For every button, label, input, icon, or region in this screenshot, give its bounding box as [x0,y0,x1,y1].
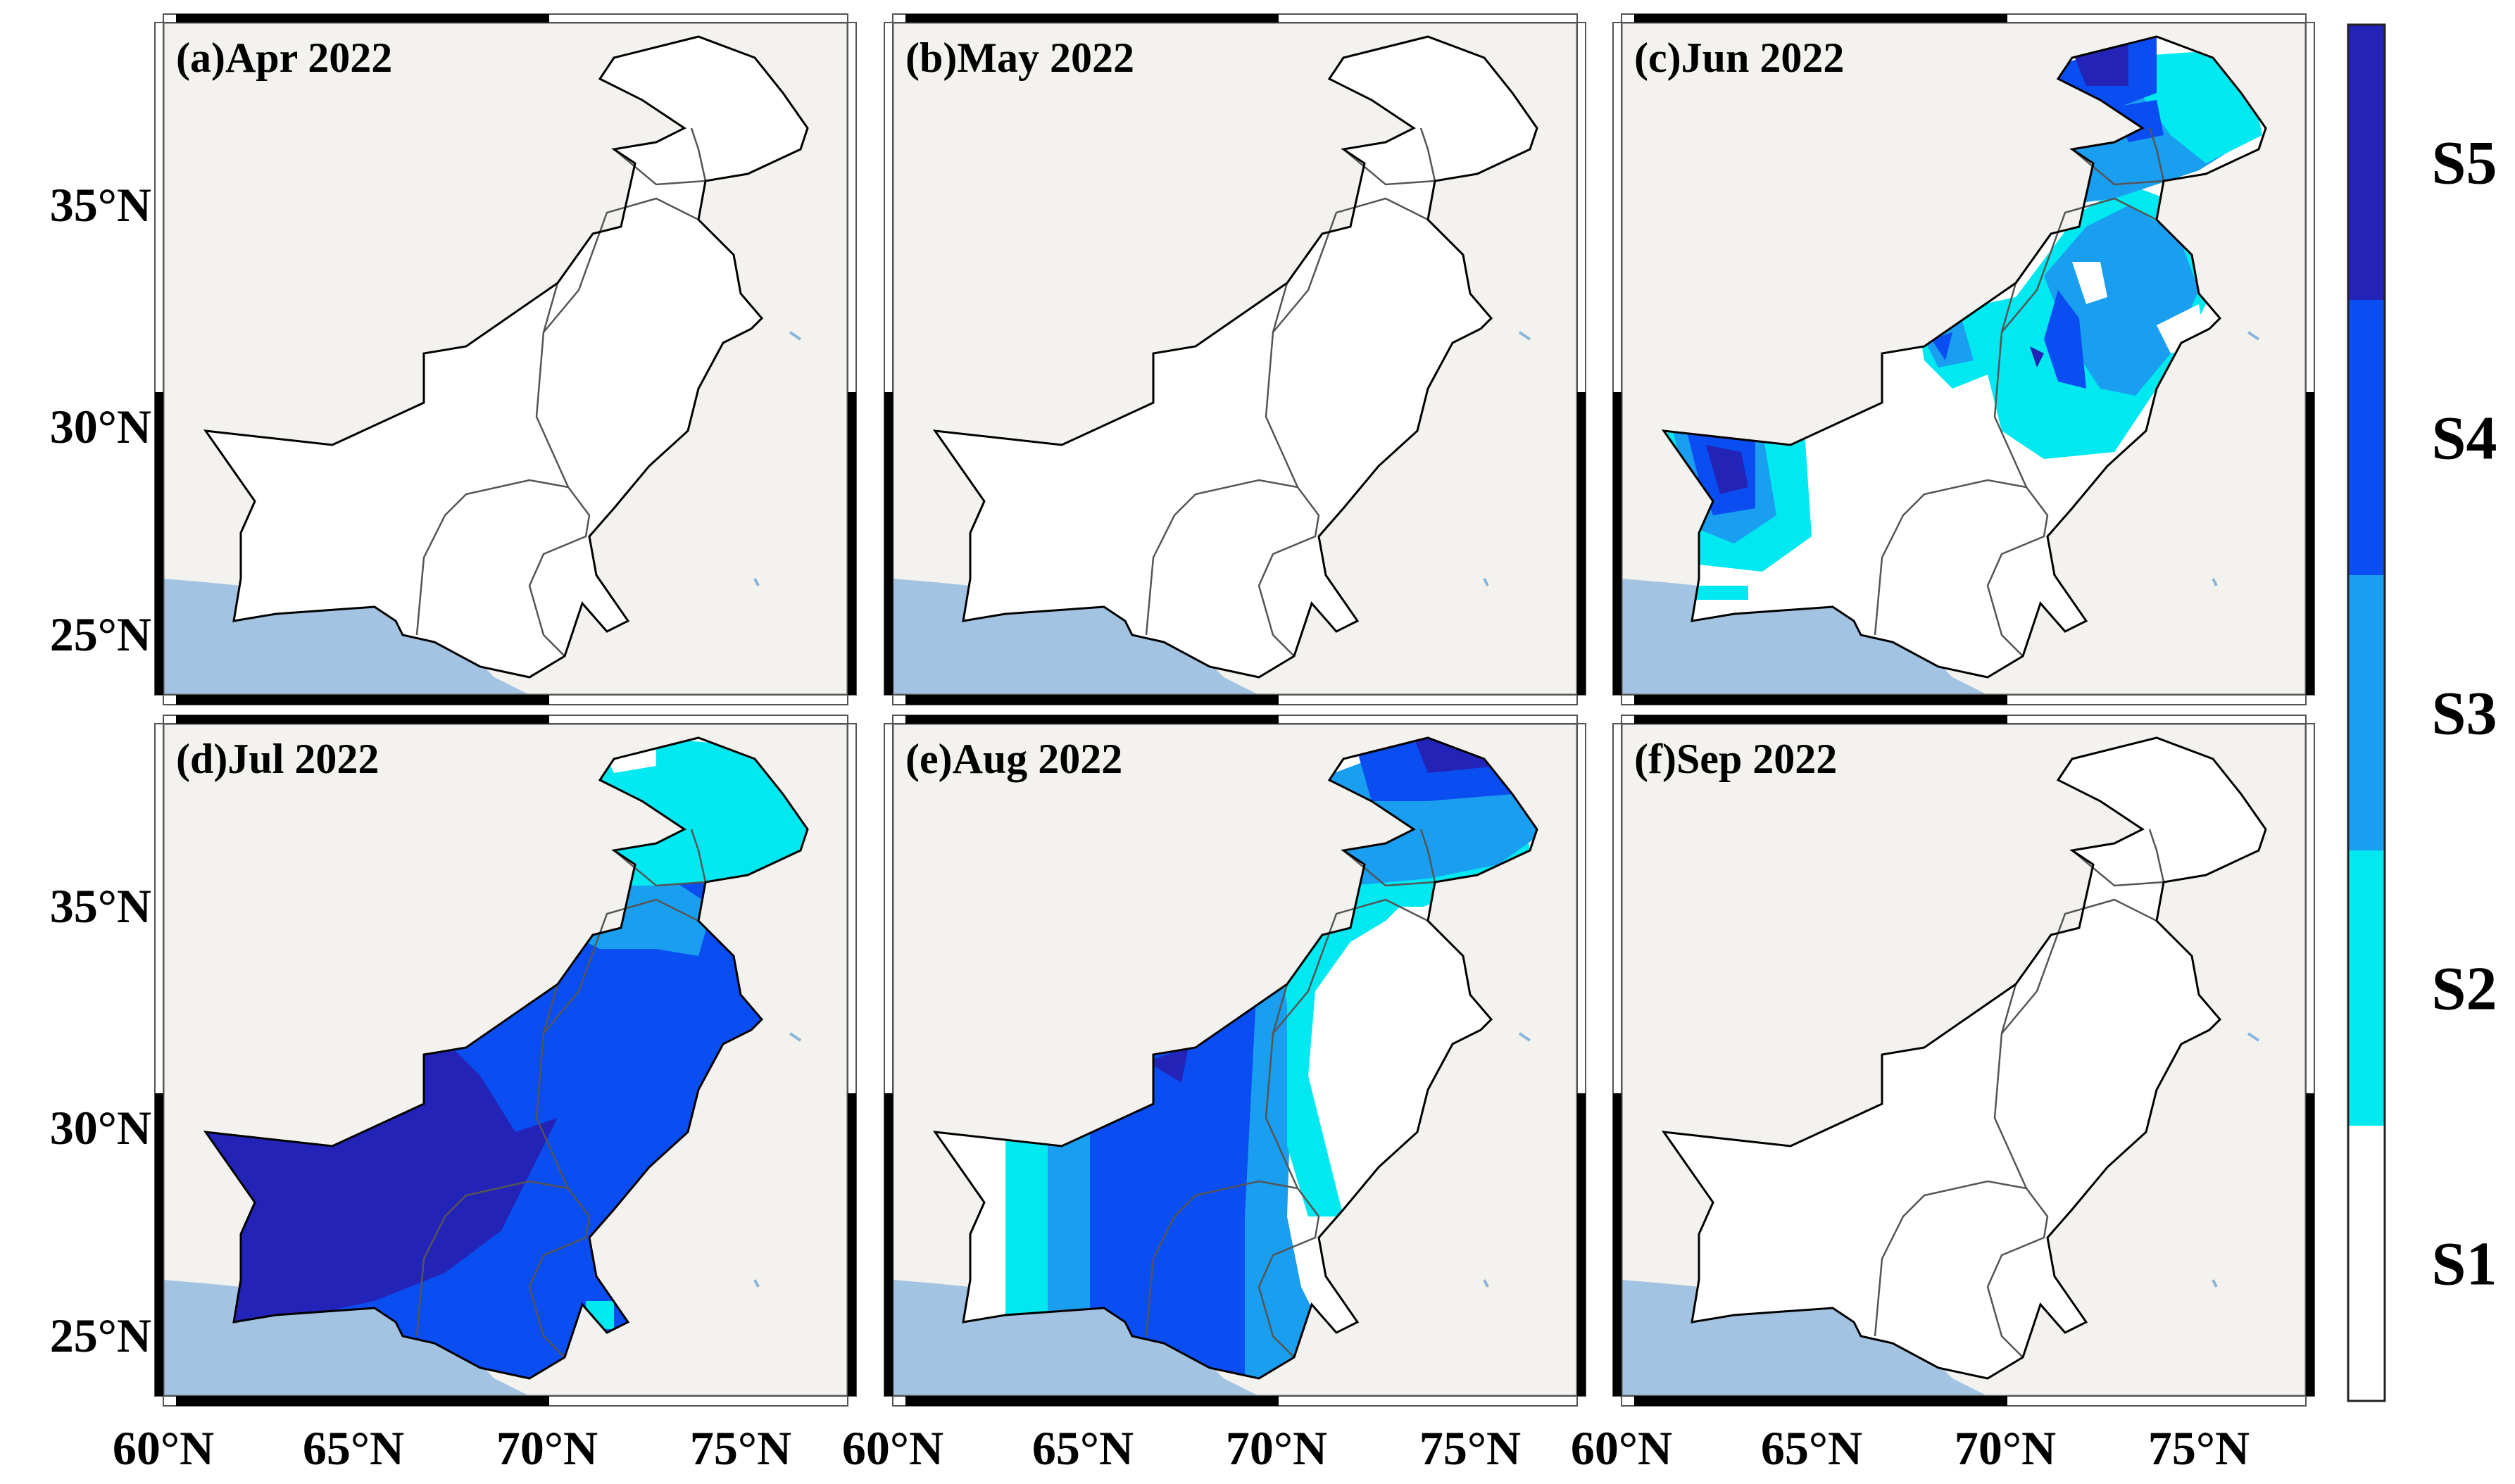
scale-bar-bottom [176,695,549,705]
scale-bar-bottom [905,695,1279,705]
legend-swatch-s2 [2348,850,2385,1126]
legend-colorbar: S5 S4 S3 S2 S1 [2347,23,2497,1402]
map-panel-d: (d)Jul 2022 [154,715,857,1407]
panel-title: (b)May 2022 [905,34,1134,81]
severity-s5-region [1146,1048,1188,1083]
scale-bar-top [905,14,1279,23]
x-axis-label: 75°N [1419,1421,1521,1475]
panel-title: (a)Apr 2022 [176,34,392,81]
x-axis-label: 60°N [1571,1421,1672,1475]
y-axis-label: 30°N [50,400,151,453]
severity-s4-region [2044,290,2086,389]
scale-bar-top [176,14,549,23]
panel-title: (c)Jun 2022 [1634,34,1844,81]
x-axis-label: 75°N [2148,1421,2250,1475]
y-axis-label: 35°N [50,879,151,933]
scale-bar-bottom [1634,695,2007,705]
legend-swatch-s5 [2348,25,2385,300]
scale-bar-bottom [176,1396,549,1406]
severity-s1-region [2072,262,2107,304]
map-panel-f: (f)Sep 2022 [1612,715,2315,1407]
x-axis-label: 60°N [113,1421,214,1475]
severity-s2-region [1692,586,1748,600]
scale-bar-bottom [905,1396,1279,1406]
x-axis-label: 70°N [496,1421,598,1475]
scale-bar-top [1634,715,2007,724]
legend-label-s2: S2 [2432,955,2497,1024]
scale-bar-top [905,715,1279,724]
panel-title: (f)Sep 2022 [1634,736,1837,782]
legend-label-s1: S1 [2432,1231,2497,1299]
legend-frame [2347,23,2386,1402]
map-panel-a: (a)Apr 2022 [154,13,857,705]
y-axis-label: 30°N [50,1101,151,1155]
x-axis-label: 65°N [303,1421,404,1475]
legend-label-s3: S3 [2432,680,2497,748]
x-axis-label: 75°N [690,1421,791,1475]
map-panel-e: (e)Aug 2022 [884,715,1586,1407]
severity-s3-region [2044,206,2199,396]
legend-swatch-s3 [2348,575,2385,850]
panel-title: (d)Jul 2022 [176,736,379,782]
legend-swatch-s4 [2348,300,2385,575]
severity-s5-region [2030,346,2044,367]
y-axis-label: 35°N [50,178,151,232]
scale-bar-top [176,715,549,724]
y-axis-label: 25°N [50,1309,151,1362]
map-panel-b: (b)May 2022 [884,13,1586,705]
map-panel-c: (c)Jun 2022 [1612,13,2315,705]
scale-bar-bottom [1634,1396,2007,1406]
severity-s4-region [1931,332,1952,360]
legend-label-s4: S4 [2432,405,2497,473]
severity-s5-region [1706,445,1748,494]
x-axis-label: 60°N [842,1421,943,1475]
panel-title: (e)Aug 2022 [905,736,1122,782]
legend-swatch-s1 [2348,1126,2385,1401]
x-axis-label: 65°N [1032,1421,1134,1475]
x-axis-label: 65°N [1761,1421,1862,1475]
x-axis-label: 70°N [1955,1421,2056,1475]
legend-label-s5: S5 [2432,130,2497,198]
y-axis-label: 25°N [50,608,151,661]
scale-bar-top [1634,14,2007,23]
x-axis-label: 70°N [1226,1421,1327,1475]
